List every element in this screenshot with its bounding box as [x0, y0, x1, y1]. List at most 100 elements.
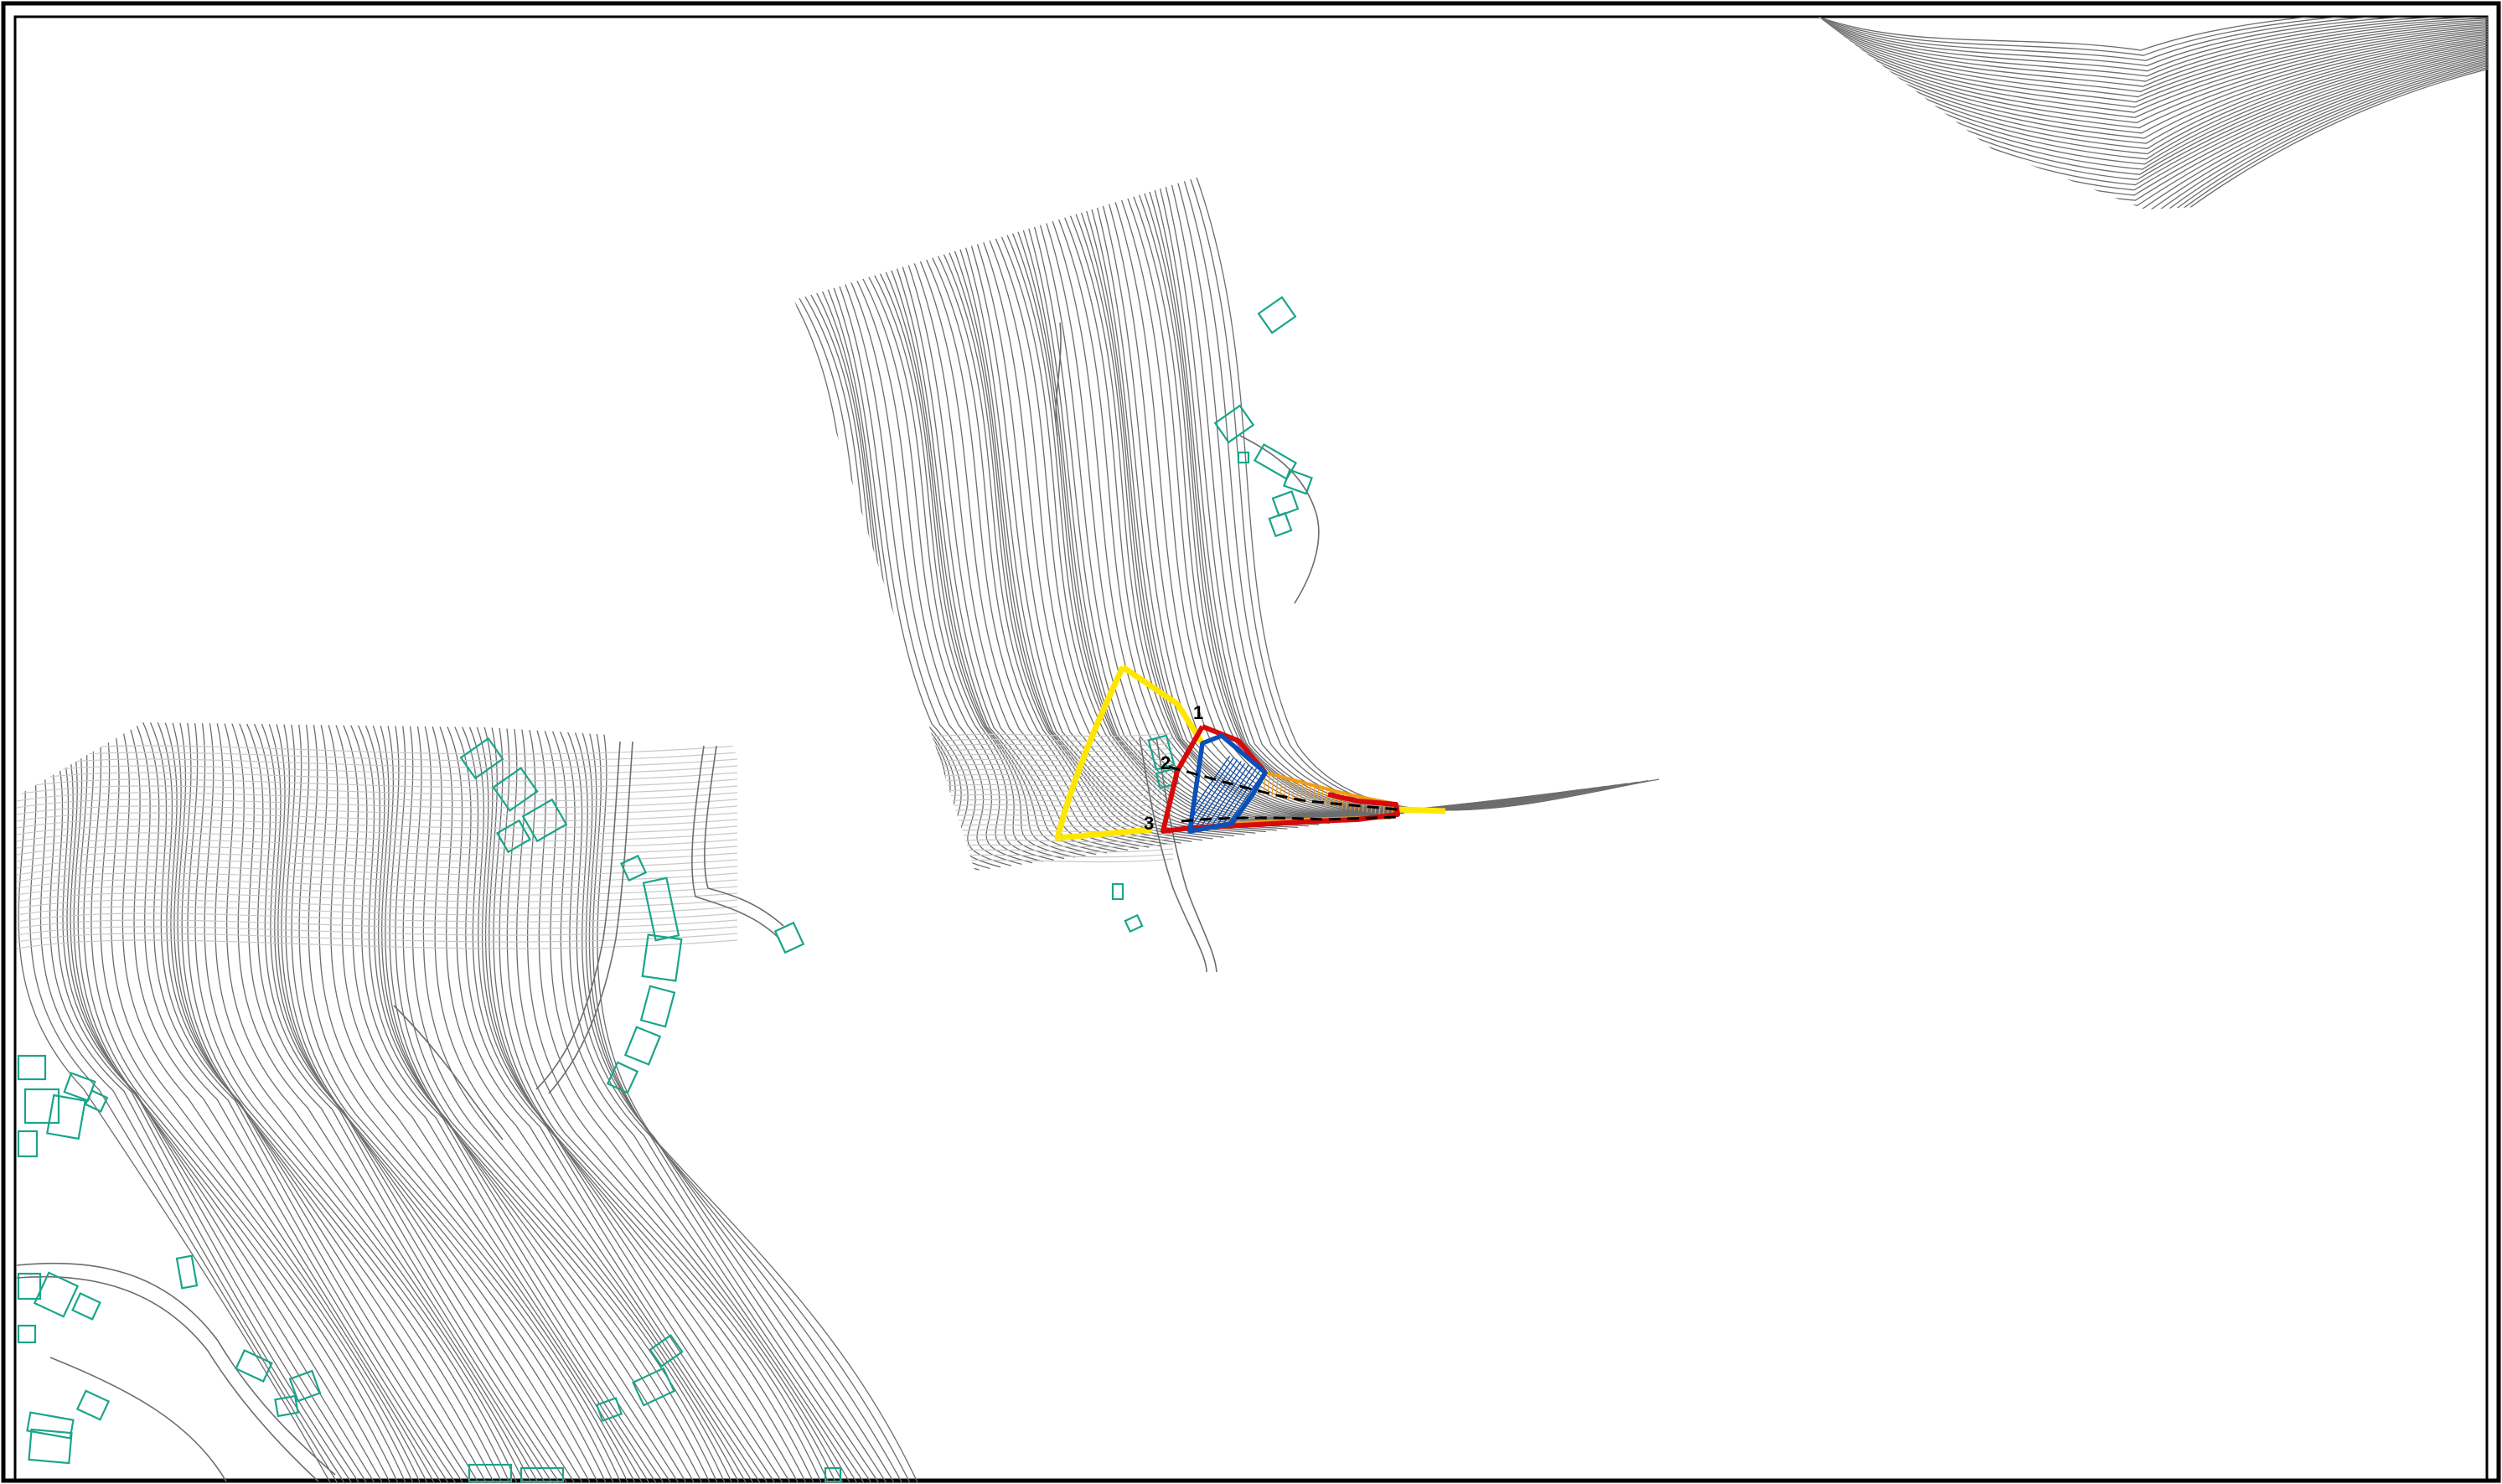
building	[1283, 468, 1313, 495]
contour-line	[231, 723, 551, 1483]
contour-line	[389, 726, 715, 1483]
contour-line	[1818, 22, 2489, 98]
contour-line	[291, 724, 618, 1483]
contour-line	[358, 725, 678, 1483]
contour-line-faint	[17, 799, 738, 809]
contour-line	[587, 728, 907, 1483]
building	[1253, 442, 1298, 481]
contour-line	[1053, 207, 1404, 818]
contour-line	[253, 723, 574, 1483]
contour-line	[980, 233, 1267, 833]
contour-line	[73, 721, 395, 1483]
contour-line	[1166, 167, 1617, 812]
building	[17, 1130, 39, 1158]
contour-line	[1818, 17, 2489, 62]
contour-line	[1099, 191, 1490, 814]
contour-line-faint	[17, 913, 738, 923]
contour-line	[572, 728, 893, 1483]
contour-line	[1189, 159, 1660, 811]
contour-line	[877, 269, 1075, 858]
contour-line	[1818, 17, 2489, 51]
building	[649, 1334, 684, 1368]
contour-line	[990, 229, 1288, 830]
contour-line	[543, 727, 863, 1483]
contour-line	[900, 261, 1118, 852]
contour-line-faint	[921, 732, 1174, 738]
contour-line	[1115, 184, 1522, 814]
contour-line	[177, 722, 499, 1483]
contour-line	[1183, 161, 1649, 811]
contour-line	[462, 726, 782, 1483]
building	[23, 1088, 60, 1125]
contour-line	[1818, 19, 2489, 87]
contour-line	[422, 726, 744, 1483]
contour-line	[224, 723, 544, 1483]
contour-line	[804, 295, 938, 876]
contour-line	[268, 724, 588, 1483]
contour-line	[1150, 173, 1585, 812]
contour-line-faint	[17, 778, 738, 789]
contour-line	[447, 726, 767, 1483]
contour-line-faint	[921, 788, 1174, 794]
contour-line-faint	[921, 778, 1174, 783]
contour-line-faint	[17, 933, 738, 943]
building	[824, 1466, 842, 1483]
contour-line	[1818, 27, 2489, 118]
contour-line	[135, 721, 455, 1483]
hatch-line	[1398, 773, 1399, 817]
contour-line	[1177, 163, 1638, 811]
building	[520, 1466, 565, 1483]
contour-line	[1818, 17, 2489, 67]
contour-line-faint	[17, 939, 738, 949]
contour-line	[1081, 197, 1458, 815]
building	[1147, 734, 1176, 771]
contour-line-faint	[17, 792, 738, 802]
contour-line	[1076, 199, 1447, 816]
building	[175, 1254, 199, 1290]
contour-line	[17, 720, 336, 1483]
building	[71, 1292, 101, 1321]
building	[1257, 296, 1297, 334]
contour-line	[535, 727, 856, 1483]
contour-line	[844, 281, 1011, 866]
point-label-2: 2	[1161, 752, 1171, 773]
contour-line-faint	[921, 752, 1174, 758]
contour-line-faint	[17, 872, 738, 882]
hatch-line	[1408, 767, 1413, 825]
contour-line	[60, 721, 380, 1483]
contour-line	[372, 725, 692, 1483]
contour-line-faint	[17, 819, 738, 829]
hatch-line	[1416, 767, 1421, 825]
contour-line	[31, 721, 351, 1483]
contour-line	[566, 728, 886, 1483]
contour-line-faint	[921, 833, 1174, 839]
building	[492, 767, 539, 812]
contour-line-faint	[921, 768, 1174, 773]
roads-left	[16, 741, 784, 1482]
contour-line	[493, 727, 819, 1483]
contour-line	[100, 721, 425, 1483]
building	[623, 1026, 662, 1066]
contour-line	[506, 727, 834, 1483]
building	[773, 921, 805, 954]
contour-line	[996, 227, 1299, 829]
contour-line	[1087, 194, 1468, 815]
contour-line	[917, 255, 1150, 848]
building	[1124, 913, 1144, 933]
contour-line	[597, 728, 923, 1483]
building	[26, 1411, 75, 1440]
contour-line-faint	[921, 798, 1174, 804]
point-label-1: 1	[1193, 702, 1203, 723]
contour-line	[38, 721, 359, 1483]
contour-line	[149, 722, 470, 1483]
contour-line	[328, 725, 648, 1483]
contour-line	[90, 721, 418, 1483]
building	[17, 1054, 47, 1081]
contour-line	[794, 301, 913, 881]
contour-line-faint	[921, 858, 1174, 864]
contour-line	[194, 723, 522, 1483]
contours-left	[17, 720, 923, 1483]
hatch-line	[1217, 743, 1265, 831]
contour-line	[1093, 193, 1479, 815]
building	[496, 819, 531, 854]
